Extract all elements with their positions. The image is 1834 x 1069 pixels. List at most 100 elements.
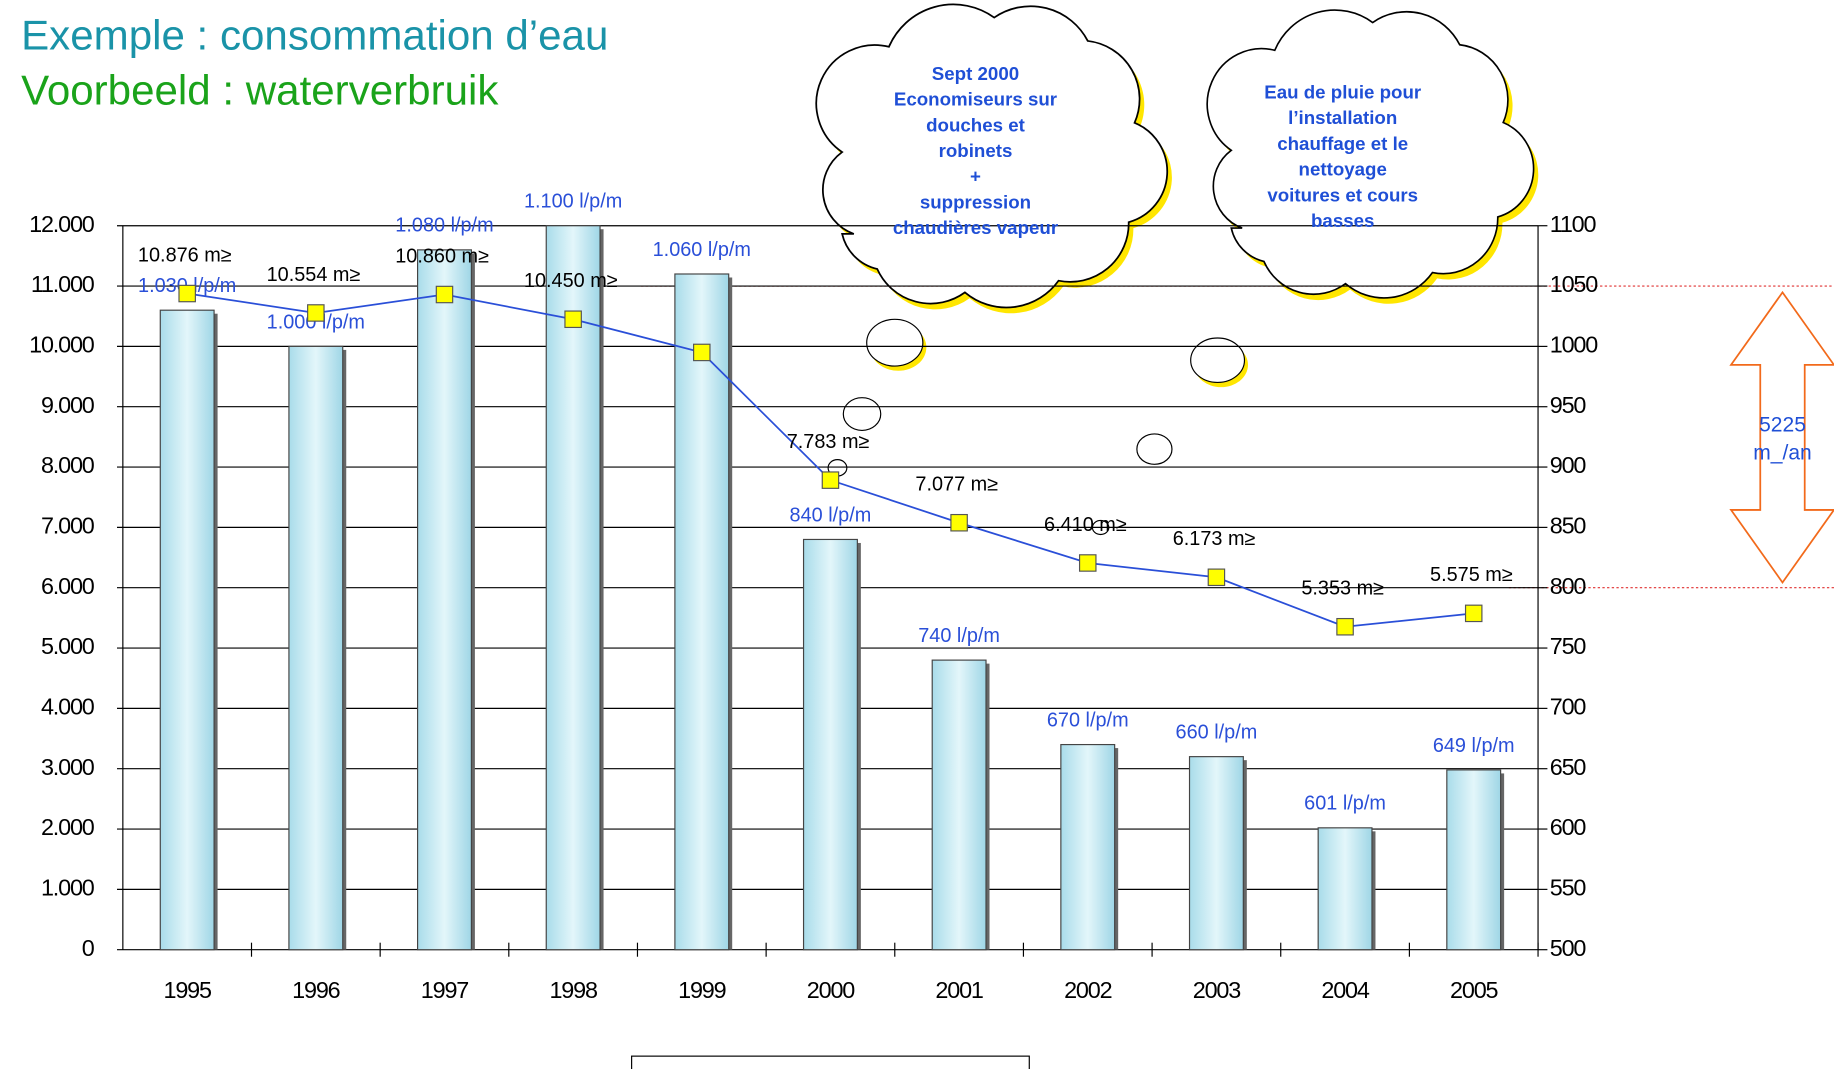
data-label: 670 l/p/m: [1047, 709, 1129, 731]
y-tick-label: 1.000: [41, 875, 95, 901]
bar: [1188, 756, 1244, 951]
y2-tick-label: 500: [1550, 935, 1587, 961]
chart-title: Exemple : consommation d’eau: [21, 12, 608, 59]
y-tick-label: 2.000: [41, 814, 95, 840]
y2-tick-label: 800: [1550, 573, 1587, 599]
annotation-text: chauffage et le: [1277, 133, 1408, 154]
x-tick-label: 2002: [1064, 977, 1111, 1003]
annotation-text: Economiseurs sur: [894, 89, 1057, 110]
marker: [1336, 617, 1354, 636]
data-label: 1.000 l/p/m: [267, 311, 365, 333]
data-label: 10.554 m≥: [267, 264, 361, 286]
annotation-text: +: [970, 166, 981, 187]
y2-tick-label: 1100: [1550, 211, 1597, 237]
data-label: 10.450 m≥: [524, 270, 618, 292]
annotation-text: suppression: [920, 191, 1031, 212]
data-label: 6.410 m≥: [1044, 514, 1127, 536]
marker: [1207, 568, 1226, 587]
data-label: 660 l/p/m: [1176, 722, 1258, 744]
y-tick-label: 10.000: [29, 332, 95, 358]
data-label: 6.173 m≥: [1173, 528, 1256, 550]
x-tick-label: 1999: [678, 977, 725, 1003]
data-label: 1.100 l/p/m: [524, 191, 622, 213]
bar: [288, 345, 344, 951]
annotation-text: basses: [1311, 210, 1374, 231]
difference-label: 5225: [1759, 413, 1806, 436]
data-label: 7.077 m≥: [915, 474, 998, 496]
y-tick-label: 8.000: [41, 452, 95, 478]
annotation-text: Sept 2000: [932, 63, 1019, 84]
data-label: 5.575 m≥: [1430, 564, 1513, 586]
bar: [417, 249, 472, 951]
y-tick-label: 11.000: [31, 271, 95, 297]
marker: [435, 285, 454, 304]
marker: [1464, 604, 1483, 623]
x-tick-label: 2004: [1321, 977, 1369, 1003]
annotation-text: Eau de pluie pour: [1264, 82, 1421, 103]
x-tick-label: 2000: [807, 977, 855, 1003]
marker: [693, 343, 711, 362]
x-tick-label: 1998: [549, 977, 596, 1003]
bar: [1446, 769, 1502, 951]
annotation-text: voitures et cours: [1267, 184, 1418, 205]
marker: [821, 471, 840, 489]
y-tick-label: 0: [82, 935, 95, 961]
bar: [545, 225, 601, 951]
data-label: 10.860 m≥: [395, 245, 489, 267]
data-label: 1.060 l/p/m: [653, 239, 751, 261]
y2-tick-label: 700: [1550, 694, 1587, 720]
data-label: 740 l/p/m: [918, 625, 1000, 647]
y2-tick-label: 950: [1550, 392, 1587, 418]
thought-bubble: [866, 318, 924, 367]
data-label: 649 l/p/m: [1433, 735, 1515, 757]
marker: [307, 304, 325, 322]
data-label: 5.353 m≥: [1301, 578, 1384, 600]
bar: [931, 659, 987, 951]
marker: [564, 310, 582, 329]
data-label: 601 l/p/m: [1304, 793, 1386, 815]
data-label: 1.080 l/p/m: [395, 215, 493, 237]
y2-tick-label: 1050: [1550, 271, 1598, 297]
x-tick-label: 2003: [1193, 977, 1240, 1003]
x-tick-label: 2005: [1450, 977, 1498, 1003]
thought-bubble: [1190, 337, 1246, 384]
y2-tick-label: 600: [1550, 814, 1587, 840]
x-tick-label: 1997: [421, 977, 468, 1003]
annotations: [631, 3, 1834, 1069]
x-tick-label: 1995: [164, 977, 212, 1003]
marker: [950, 513, 968, 532]
y-tick-label: 9.000: [41, 392, 95, 418]
chart-subtitle: Voorbeeld : waterverbruik: [21, 67, 499, 114]
y-tick-label: 5.000: [41, 633, 95, 659]
data-label: 7.783 m≥: [787, 431, 870, 453]
thought-bubble: [842, 397, 882, 431]
y-tick-label: 6.000: [41, 573, 95, 599]
x-tick-label: 1996: [292, 977, 339, 1003]
y-tick-label: 4.000: [41, 694, 95, 720]
legend-box: [631, 1055, 1030, 1069]
y2-tick-label: 750: [1550, 633, 1587, 659]
x-tick-label: 2001: [935, 977, 982, 1003]
data-label: 10.876 m≥: [138, 244, 232, 266]
cloud: [1206, 9, 1535, 299]
bar: [1060, 743, 1116, 951]
bar: [1317, 827, 1373, 951]
y-tick-label: 12.000: [29, 211, 95, 237]
y2-tick-label: 850: [1550, 513, 1587, 539]
y-tick-label: 3.000: [41, 754, 95, 780]
y-tick-label: 7.000: [41, 513, 95, 539]
annotation-text: douches et: [926, 114, 1025, 135]
bar: [159, 309, 215, 951]
difference-arrow: [1729, 290, 1834, 584]
y2-tick-label: 650: [1550, 754, 1587, 780]
y2-tick-label: 900: [1550, 452, 1587, 478]
y2-tick-label: 1000: [1550, 332, 1598, 358]
marker: [178, 284, 196, 303]
thought-bubble: [1136, 433, 1173, 465]
annotation-text: robinets: [939, 140, 1013, 161]
annotation-text: nettoyage: [1299, 159, 1387, 180]
bar: [802, 538, 858, 951]
difference-label: m_/an: [1753, 441, 1812, 464]
annotation-text: chaudières vapeur: [893, 217, 1058, 238]
